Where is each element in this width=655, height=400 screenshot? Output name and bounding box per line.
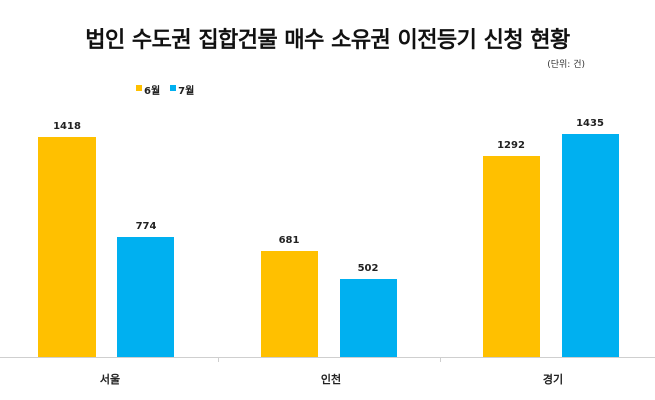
x-tick-label-incheon: 인천 (320, 373, 342, 386)
legend-item-july: 7월 (170, 82, 194, 97)
legend-label-june: 6월 (144, 86, 161, 97)
x-axis-tick (218, 357, 219, 362)
data-label-incheon-july: 502 (357, 263, 379, 274)
x-tick-label-seoul: 서울 (99, 373, 121, 386)
legend-swatch-july-icon (170, 84, 177, 91)
bar-seoul-july (117, 237, 174, 357)
legend-item-june: 6월 (136, 82, 160, 97)
bar-incheon-july (340, 279, 397, 357)
data-label-seoul-june: 1418 (53, 121, 81, 132)
chart-title: 법인 수도권 집합건물 매수 소유권 이전등기 신청 현황 (85, 28, 570, 53)
bar-gyeonggi-july (562, 134, 619, 357)
x-axis-tick (440, 357, 441, 362)
unit-label: (단위: 건) (547, 60, 585, 70)
x-axis-line (0, 357, 655, 358)
legend-label-july: 7월 (178, 86, 195, 97)
bar-seoul-june (38, 137, 96, 357)
legend-swatch-june-icon (136, 84, 142, 91)
data-label-gyeonggi-july: 1435 (576, 118, 604, 129)
x-tick-label-gyeonggi: 경기 (542, 373, 564, 386)
data-label-seoul-july: 774 (135, 221, 157, 232)
data-label-gyeonggi-june: 1292 (497, 140, 525, 151)
data-label-incheon-june: 681 (278, 235, 300, 246)
bar-incheon-june (261, 251, 318, 357)
bar-gyeonggi-june (483, 156, 540, 357)
chart-legend: 6월 7월 (136, 82, 194, 97)
